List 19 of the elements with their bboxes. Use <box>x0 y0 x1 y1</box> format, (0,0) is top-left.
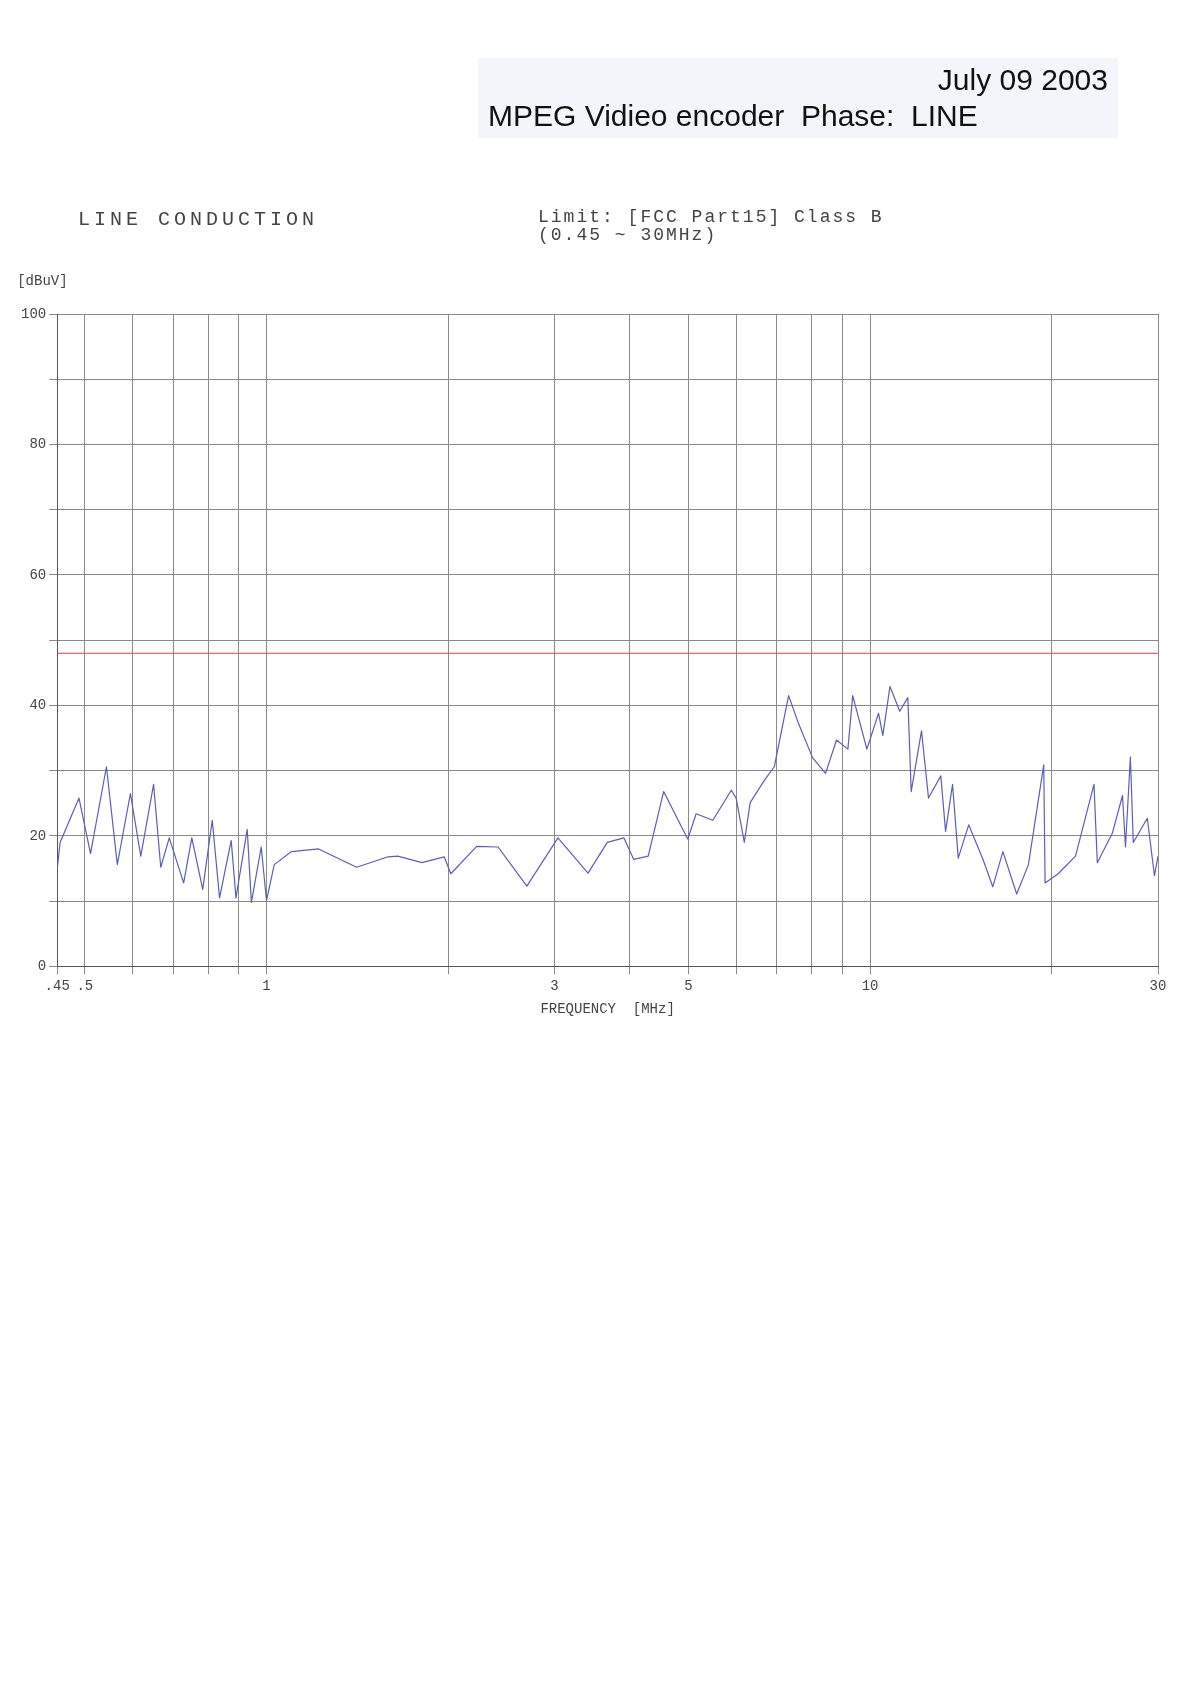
x-tick-label: 1 <box>262 977 271 994</box>
y-tick-label: 80 <box>29 436 47 453</box>
text: Limit: [FCC Part15] Class B (0.45 ~ 30MHz) <box>538 207 884 245</box>
x-tick-label: 5 <box>684 977 693 994</box>
x-tick-label: 30 <box>1149 977 1167 994</box>
y-tick-label: 100 <box>20 305 47 322</box>
x-tick-label: 3 <box>550 977 559 994</box>
x-tick-label: .45 <box>44 977 70 994</box>
x-axis-title: FREQUENCY [MHz] <box>540 1001 675 1018</box>
y-tick-label: 0 <box>37 958 47 975</box>
y-axis-title: [dBuV] <box>17 272 68 289</box>
text: MPEG Vidieo encoder Phase: LINE <box>488 98 979 134</box>
y-tick-label: 60 <box>29 566 47 583</box>
y-tick-label: 40 <box>29 697 47 714</box>
y-tick-label: 20 <box>29 827 47 844</box>
chart-title: LINE CONDUCTION <box>78 208 319 231</box>
x-tick-label: .5 <box>76 977 94 994</box>
text: July 09 2003 <box>936 62 1108 98</box>
x-tick-label: 10 <box>861 977 879 994</box>
